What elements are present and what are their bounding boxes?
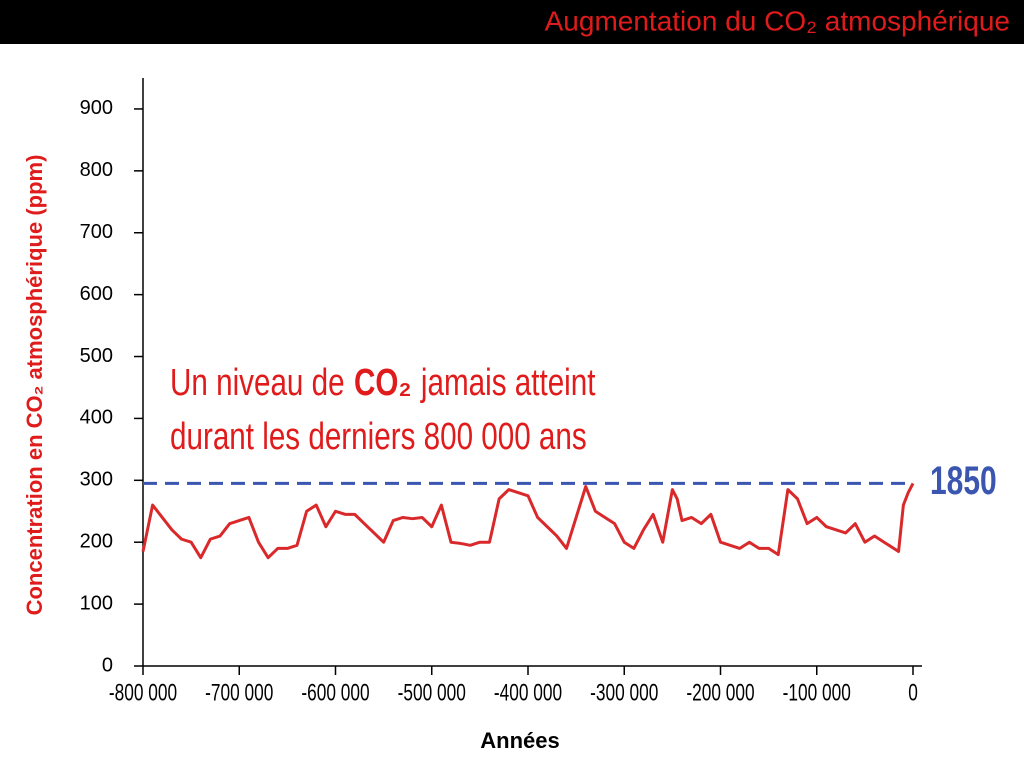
x-tick-label: -800 000 [109, 680, 177, 706]
y-tick-label: 400 [80, 407, 113, 429]
annotation: Un niveau de CO₂ jamais atteint durant les… [170, 362, 596, 458]
data-line [141, 482, 915, 560]
x-tick-label: -400 000 [494, 680, 562, 706]
x-axis-label: Années [480, 728, 559, 753]
y-tick-label: 600 [80, 283, 113, 305]
x-tick-label: -700 000 [205, 680, 273, 706]
y-tick-label: 500 [80, 345, 113, 367]
annotation-text: Un niveau de [170, 362, 345, 404]
annotation-text: jamais atteint [420, 362, 596, 404]
x-tick-label: -600 000 [301, 680, 369, 706]
y-tick-label: 800 [80, 159, 113, 181]
y-tick-label: 700 [80, 221, 113, 243]
y-axis-label: Concentration en CO₂ atmosphérique (ppm) [22, 155, 47, 616]
y-tick-label: 100 [80, 592, 113, 614]
reference-label: 1850 [930, 459, 997, 503]
header-bar [0, 0, 1024, 44]
x-tick-label: -200 000 [686, 680, 754, 706]
y-tick-label: 300 [80, 469, 113, 491]
annotation-bold: CO₂ [354, 362, 412, 404]
y-tick-label: 900 [80, 97, 113, 119]
y-tick-label: 200 [80, 530, 113, 552]
annotation-line: durant les derniers 800 000 ans [170, 416, 587, 458]
y-tick-label: 0 [102, 654, 113, 676]
x-tick-label: -300 000 [590, 680, 658, 706]
x-tick-label: -100 000 [783, 680, 851, 706]
annotation-line: Un niveau de CO₂ jamais atteint [170, 362, 596, 404]
chart-title: Augmentation du CO₂ atmosphérique [545, 5, 1010, 36]
x-tick-label: 0 [908, 680, 918, 706]
x-tick-label: -500 000 [398, 680, 466, 706]
